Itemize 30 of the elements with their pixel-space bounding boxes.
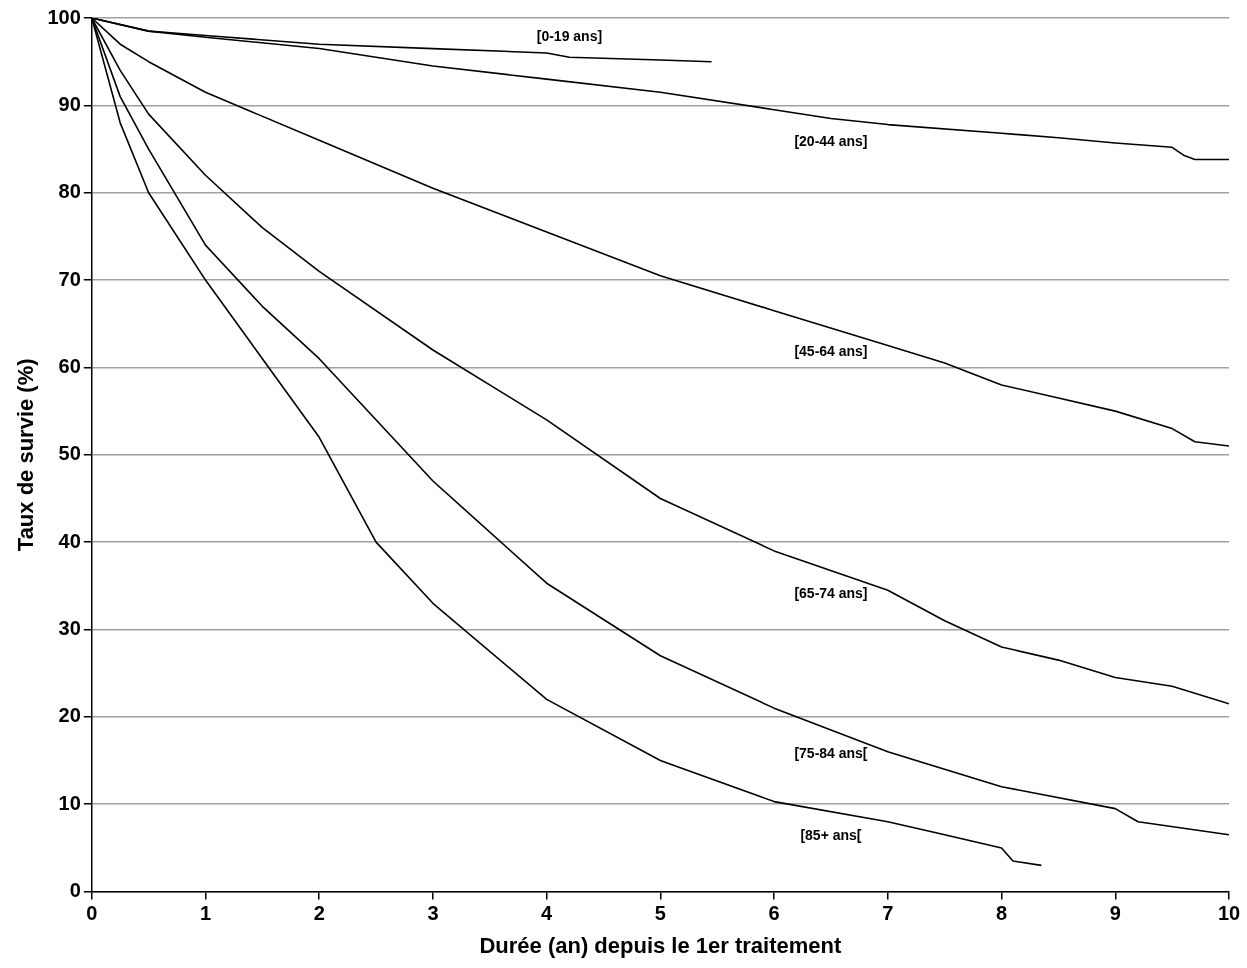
series-label: [0-19 ans] (536, 28, 603, 45)
x-tick-label: 6 (768, 902, 780, 925)
series-label: [75-84 ans[ (794, 744, 868, 761)
y-tick-label: 10 (58, 791, 81, 814)
series-label: [85+ ans[ (800, 826, 862, 843)
x-tick-label: 7 (882, 902, 894, 925)
y-tick-label: 100 (47, 5, 81, 28)
y-tick-label: 50 (58, 442, 81, 465)
y-axis-title: Taux de survie (%) (13, 358, 39, 552)
x-tick-label: 9 (1109, 902, 1121, 925)
x-tick-label: 5 (654, 902, 666, 925)
x-tick-label: 2 (313, 902, 325, 925)
y-tick-label: 40 (58, 529, 81, 552)
y-tick-label: 20 (58, 704, 81, 727)
y-tick-label: 70 (58, 267, 81, 290)
x-tick-label: 1 (199, 902, 212, 925)
x-tick-label: 0 (86, 902, 98, 925)
y-tick-label: 0 (69, 879, 81, 902)
x-tick-label: 3 (427, 902, 439, 925)
x-tick-label: 10 (1217, 902, 1241, 925)
y-tick-label: 60 (58, 354, 81, 377)
y-tick-label: 90 (58, 92, 81, 115)
x-axis-title: Durée (an) depuis le 1er traitement (479, 932, 842, 958)
y-tick-label: 80 (58, 180, 81, 203)
x-tick-label: 8 (995, 902, 1008, 925)
y-tick-label: 30 (58, 617, 81, 640)
series-label: [65-74 ans] (794, 585, 868, 602)
series-label: [45-64 ans] (794, 342, 868, 359)
x-tick-label: 4 (541, 902, 554, 925)
series-label: [20-44 ans] (794, 133, 868, 150)
